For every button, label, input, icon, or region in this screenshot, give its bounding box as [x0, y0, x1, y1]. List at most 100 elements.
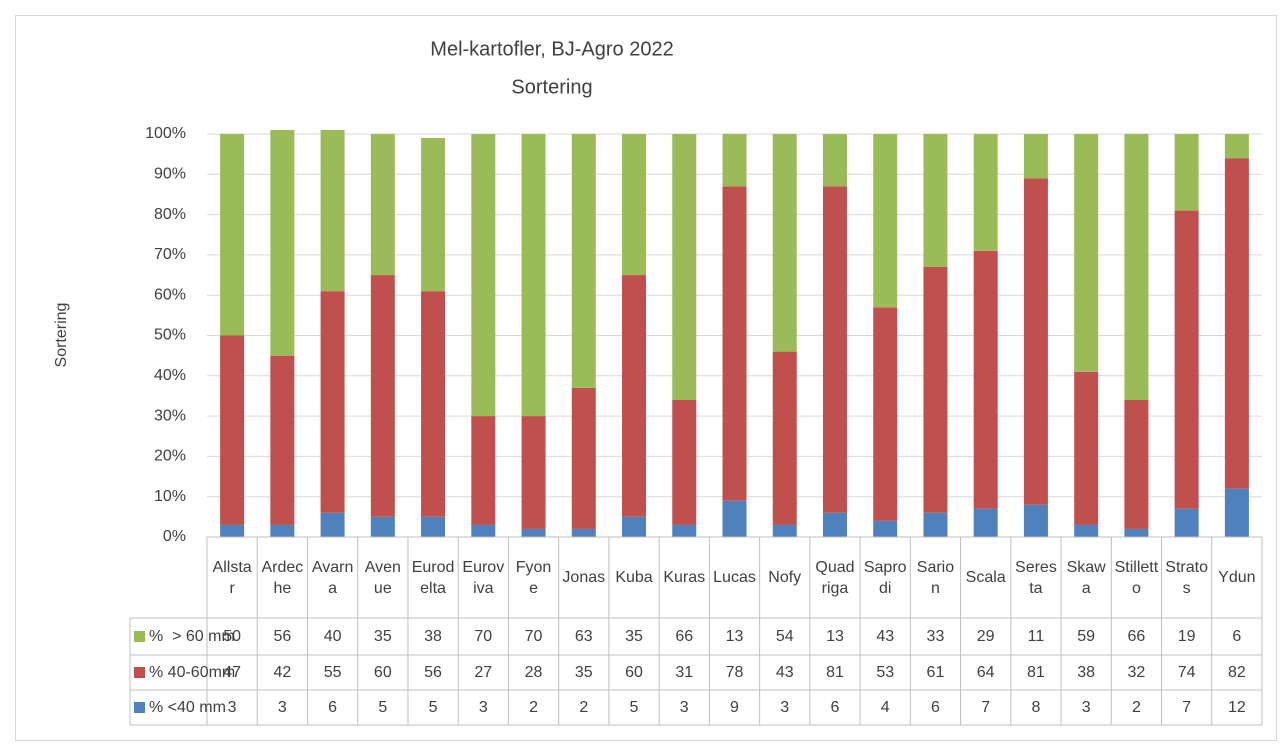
x-tick-label: Stilletto [1114, 558, 1159, 597]
x-tick-label: Lucas [713, 569, 756, 586]
x-tick-label: Skawa [1066, 558, 1106, 597]
bar-segment [1074, 524, 1099, 537]
x-tick-label: Sarion [916, 558, 955, 597]
table-value: 13 [725, 628, 744, 645]
x-tick-label: Seresta [1015, 558, 1057, 597]
x-tick-label: Avenue [364, 558, 401, 597]
bar-segment [571, 528, 596, 537]
legend-swatch [134, 702, 145, 713]
bar-segment [973, 250, 998, 509]
table-value: 60 [625, 664, 643, 681]
bar-segment [873, 520, 898, 537]
table-value: 56 [424, 664, 442, 681]
bar-segment [923, 134, 948, 267]
y-tick-label: 20% [154, 448, 186, 465]
bar-segment [873, 134, 898, 308]
table-value: 9 [730, 699, 739, 716]
table-value: 3 [1081, 699, 1091, 716]
bar-segment [270, 355, 295, 525]
bar-segment [722, 500, 747, 537]
legend-swatch [134, 631, 145, 642]
table-value: 33 [926, 628, 945, 645]
y-tick-label: 50% [154, 327, 186, 344]
table-value: 66 [1127, 628, 1146, 645]
bar-segment [571, 134, 596, 388]
table-value: 28 [524, 664, 543, 681]
bar-segment [220, 335, 245, 525]
bar-segment [1124, 399, 1149, 529]
bar-segment [220, 524, 245, 537]
table-value: 27 [474, 664, 493, 681]
bar-segment [822, 512, 847, 537]
bar-segment [622, 134, 647, 276]
table-value: 4 [880, 699, 890, 716]
legend-label: % <40 mm [149, 699, 226, 716]
table-value: 6 [1232, 628, 1242, 645]
table-value: 50 [223, 628, 242, 645]
table-value: 59 [1077, 628, 1096, 645]
bar-segment [320, 129, 345, 292]
chart-title: Mel-kartofler, BJ-Agro 2022 [430, 38, 673, 60]
bar-segment [1023, 504, 1048, 537]
table-value: 12 [1227, 699, 1246, 716]
bar-segment [1224, 134, 1249, 159]
x-tick-label: Ardeche [261, 558, 304, 597]
y-tick-label: 60% [154, 286, 186, 303]
table-value: 3 [227, 699, 237, 716]
table-value: 78 [725, 664, 744, 681]
bar-segment [220, 134, 245, 336]
x-tick-label: Scala [965, 569, 1006, 586]
bar-segment [772, 351, 797, 525]
table-value: 53 [876, 664, 895, 681]
y-tick-label: 100% [145, 125, 186, 142]
table-value: 54 [775, 628, 794, 645]
table-value: 70 [524, 628, 543, 645]
bar-segment [1224, 488, 1249, 537]
bar-segment [1023, 134, 1048, 179]
x-tick-label: Eurodelta [411, 558, 455, 597]
y-tick-label: 10% [154, 488, 186, 505]
y-axis-title: Sortering [53, 303, 70, 368]
bar-segment [822, 134, 847, 187]
table-value: 2 [529, 699, 538, 716]
table-value: 6 [830, 699, 840, 716]
bar-segment [672, 524, 697, 537]
bar-segment [571, 387, 596, 529]
bar-segment [1124, 528, 1149, 537]
table-value: 3 [277, 699, 287, 716]
table-value: 43 [876, 628, 895, 645]
table-value: 70 [474, 628, 493, 645]
x-tick-label: Euroviva [462, 558, 505, 597]
bar-segment [270, 129, 295, 356]
chart-subtitle: Sortering [511, 76, 592, 98]
x-tick-label: Allstar [212, 558, 252, 597]
bar-segment [1174, 508, 1199, 537]
table-value: 2 [1131, 699, 1141, 716]
bar-segment [722, 134, 747, 187]
table-value: 13 [826, 628, 844, 645]
bar-segment [973, 134, 998, 251]
bar-segment [1224, 158, 1249, 489]
table-value: 3 [780, 699, 790, 716]
bar-segment [873, 307, 898, 521]
legend-entry: % <40 mm [130, 690, 226, 725]
table-value: 40 [323, 628, 342, 645]
x-tick-label: Ydun [1218, 569, 1256, 586]
table-value: 5 [428, 699, 438, 716]
table-value: 82 [1227, 664, 1246, 681]
y-tick-label: 90% [154, 166, 186, 183]
bar-segment [1124, 134, 1149, 400]
bar-segment [471, 416, 496, 525]
table-value: 7 [981, 699, 991, 716]
bar-segment [672, 399, 697, 525]
table-value: 38 [424, 628, 442, 645]
table-value: 66 [675, 628, 694, 645]
bar-segment [772, 524, 797, 537]
table-value: 6 [930, 699, 940, 716]
bar-segment [370, 134, 395, 276]
bar-segment [521, 134, 546, 417]
y-tick-label: 70% [154, 246, 186, 263]
bar-segment [1074, 134, 1099, 372]
table-value: 35 [373, 628, 392, 645]
